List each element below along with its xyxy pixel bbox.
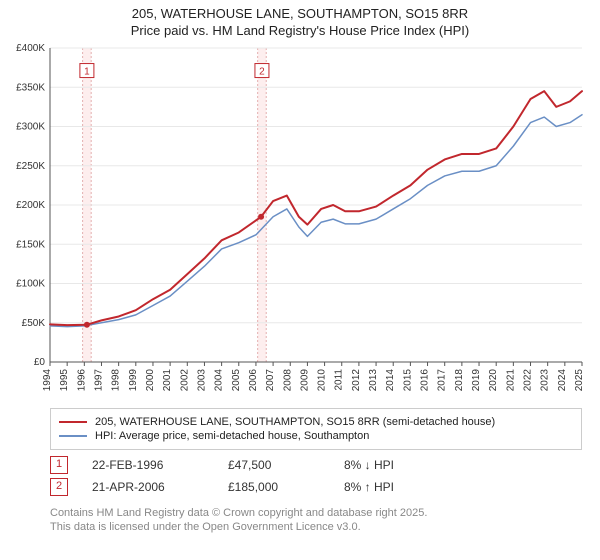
svg-text:2015: 2015 bbox=[402, 368, 413, 391]
annotations-table: 1 22-FEB-1996 £47,500 8% ↓ HPI 2 21-APR-2006 £… bbox=[50, 456, 582, 496]
svg-text:£400K: £400K bbox=[16, 43, 45, 54]
svg-text:£100K: £100K bbox=[16, 278, 45, 289]
svg-text:2005: 2005 bbox=[231, 368, 242, 391]
svg-text:2003: 2003 bbox=[196, 368, 207, 391]
title-line1: 205, WATERHOUSE LANE, SOUTHAMPTON, SO15 … bbox=[4, 6, 596, 23]
svg-text:2001: 2001 bbox=[162, 368, 173, 391]
annotation-date: 21-APR-2006 bbox=[92, 480, 212, 494]
svg-text:1995: 1995 bbox=[59, 368, 70, 391]
svg-text:2018: 2018 bbox=[454, 368, 465, 391]
annotation-delta: 8% ↓ HPI bbox=[344, 458, 464, 472]
svg-text:£350K: £350K bbox=[16, 82, 45, 93]
svg-text:2024: 2024 bbox=[557, 368, 568, 391]
copyright: Contains HM Land Registry data © Crown c… bbox=[50, 506, 582, 535]
chart-area: £0 £50K £100K £150K £200K £250K £300K £350K £400… bbox=[0, 42, 600, 402]
svg-text:2004: 2004 bbox=[214, 368, 225, 391]
svg-text:2013: 2013 bbox=[368, 368, 379, 391]
legend-label: HPI: Average price, semi-detached house,… bbox=[95, 430, 369, 442]
svg-text:1998: 1998 bbox=[111, 368, 122, 391]
svg-text:2007: 2007 bbox=[265, 368, 276, 391]
svg-text:2017: 2017 bbox=[437, 368, 448, 391]
chart-title: 205, WATERHOUSE LANE, SOUTHAMPTON, SO15 … bbox=[0, 0, 600, 42]
svg-text:£50K: £50K bbox=[22, 318, 46, 329]
svg-text:1999: 1999 bbox=[128, 368, 139, 391]
svg-text:2006: 2006 bbox=[248, 368, 259, 391]
svg-text:£250K: £250K bbox=[16, 161, 45, 172]
svg-text:2011: 2011 bbox=[334, 368, 345, 390]
annotation-price: £185,000 bbox=[228, 480, 328, 494]
svg-text:2012: 2012 bbox=[351, 368, 362, 391]
svg-text:2: 2 bbox=[259, 66, 265, 77]
copyright-line1: Contains HM Land Registry data © Crown c… bbox=[50, 506, 582, 520]
annotation-marker: 2 bbox=[50, 478, 68, 496]
svg-text:2000: 2000 bbox=[145, 368, 156, 391]
legend: 205, WATERHOUSE LANE, SOUTHAMPTON, SO15 … bbox=[50, 408, 582, 450]
svg-text:£300K: £300K bbox=[16, 121, 45, 132]
copyright-line2: This data is licensed under the Open Gov… bbox=[50, 520, 582, 534]
legend-label: 205, WATERHOUSE LANE, SOUTHAMPTON, SO15 … bbox=[95, 416, 495, 428]
svg-text:£150K: £150K bbox=[16, 239, 45, 250]
svg-text:2002: 2002 bbox=[179, 368, 190, 391]
svg-text:2022: 2022 bbox=[523, 368, 534, 391]
svg-text:1994: 1994 bbox=[42, 368, 53, 391]
title-line2: Price paid vs. HM Land Registry's House … bbox=[4, 23, 596, 40]
legend-swatch bbox=[59, 421, 87, 423]
svg-text:1997: 1997 bbox=[93, 368, 104, 391]
annotation-marker: 1 bbox=[50, 456, 68, 474]
svg-text:2025: 2025 bbox=[574, 368, 585, 391]
legend-item: HPI: Average price, semi-detached house,… bbox=[59, 429, 573, 443]
svg-text:2014: 2014 bbox=[385, 368, 396, 391]
annotation-delta: 8% ↑ HPI bbox=[344, 480, 464, 494]
svg-text:2016: 2016 bbox=[420, 368, 431, 391]
legend-item: 205, WATERHOUSE LANE, SOUTHAMPTON, SO15 … bbox=[59, 415, 573, 429]
svg-text:2020: 2020 bbox=[488, 368, 499, 391]
svg-text:£0: £0 bbox=[34, 357, 46, 368]
svg-text:2010: 2010 bbox=[317, 368, 328, 391]
annotation-date: 22-FEB-1996 bbox=[92, 458, 212, 472]
legend-swatch bbox=[59, 435, 87, 437]
annotation-price: £47,500 bbox=[228, 458, 328, 472]
chart-svg: £0 £50K £100K £150K £200K £250K £300K £350K £400… bbox=[0, 42, 600, 402]
svg-text:2023: 2023 bbox=[540, 368, 551, 391]
svg-text:£200K: £200K bbox=[16, 200, 45, 211]
svg-text:2019: 2019 bbox=[471, 368, 482, 391]
svg-text:2008: 2008 bbox=[282, 368, 293, 391]
svg-text:2021: 2021 bbox=[505, 368, 516, 391]
svg-text:2009: 2009 bbox=[299, 368, 310, 391]
svg-text:1: 1 bbox=[84, 66, 90, 77]
svg-text:1996: 1996 bbox=[76, 368, 87, 391]
